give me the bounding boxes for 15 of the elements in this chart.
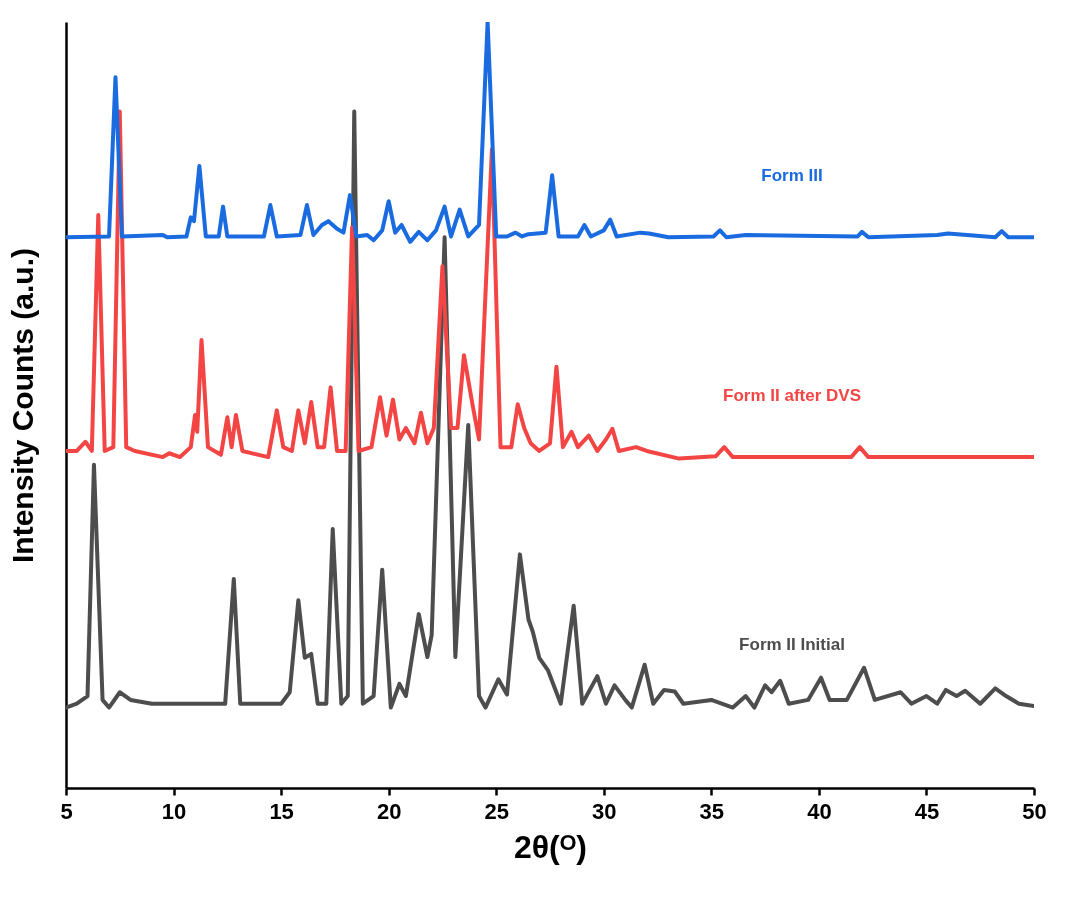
x-tick-label: 45 <box>914 798 940 824</box>
x-tick-label: 50 <box>1022 798 1047 824</box>
x-tick-label: 30 <box>592 798 617 824</box>
text: Form II after DVS <box>723 385 861 405</box>
x-tick-label: 20 <box>376 798 402 824</box>
x-tick-label: 5 <box>60 798 73 824</box>
series-label: Form II Initial <box>739 634 845 654</box>
x-tick-label: 35 <box>699 798 725 824</box>
x-axis-title: 2θ(ᴼ) <box>514 828 587 865</box>
x-tick-label: 10 <box>161 798 187 824</box>
x-tick-label: 15 <box>269 798 294 824</box>
x-tick-label: 40 <box>807 798 832 824</box>
y-axis-title: Intensity Counts (a.u.) <box>5 248 39 563</box>
text: Form III <box>761 165 823 185</box>
x-tick-label: 25 <box>484 798 509 824</box>
